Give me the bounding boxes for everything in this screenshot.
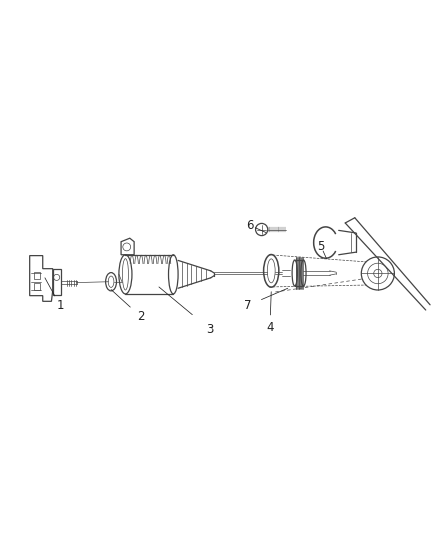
Text: 3: 3 [207, 323, 214, 336]
Text: 7: 7 [244, 299, 251, 312]
Text: 2: 2 [137, 310, 145, 323]
Text: 1: 1 [57, 299, 64, 312]
Text: 5: 5 [318, 240, 325, 253]
Text: 4: 4 [266, 321, 274, 334]
Text: 6: 6 [246, 219, 253, 232]
